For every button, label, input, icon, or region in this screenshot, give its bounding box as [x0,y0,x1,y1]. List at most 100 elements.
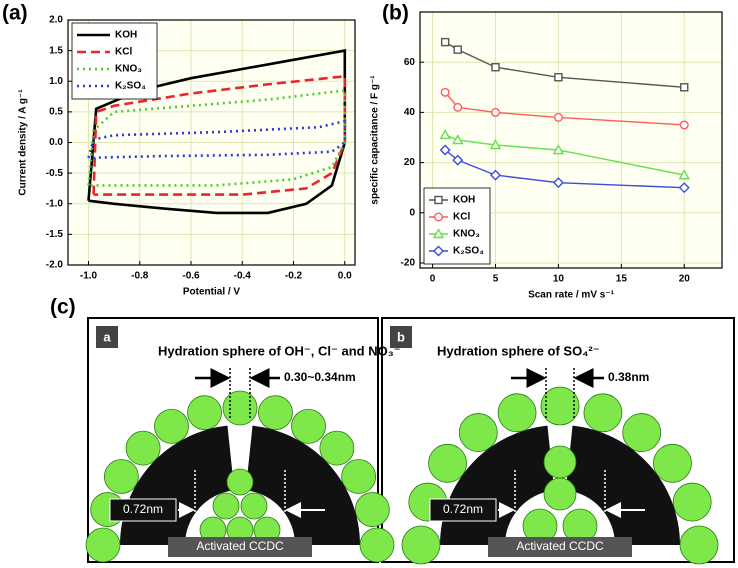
series-line [92,74,347,196]
legend-marker [433,245,444,257]
x-tick-label: -0.6 [182,271,200,282]
y-tick-label: 0 [409,207,415,218]
pore-size: 0.72nm [123,502,163,516]
legend-label: KCl [453,212,470,223]
hydration-sphere [319,430,355,466]
y-tick-label: 2.0 [49,15,63,26]
y-tick-label: -2.0 [46,260,64,271]
hydration-sphere [672,482,712,522]
marker [491,107,501,117]
pore-label-box [429,498,497,522]
marker [440,37,450,47]
x-tick-label: -1.0 [80,271,98,282]
diagram-title: Hydration sphere of SO₄²⁻ [437,343,600,358]
marker [491,63,500,72]
hydration-sphere [679,525,719,565]
legend-label: KOH [115,30,137,41]
plot-frame [419,11,723,269]
pore-label-box [109,498,177,522]
marker [439,129,451,140]
hydration-sphere [154,408,189,444]
legend-label: K₂SO₄ [115,81,146,92]
hydration-sphere [103,459,139,494]
hydration-sphere [258,395,293,431]
marker [490,169,501,181]
marker [553,112,563,122]
hydration-sphere [212,492,240,520]
marker [680,83,689,92]
hydration-sphere [240,492,268,520]
hydration-sphere [226,468,254,496]
series-line [87,119,347,160]
hydration-sphere [543,445,577,479]
x-tick-label: 20 [679,274,691,285]
gap-size: 0.30~0.34nm [284,370,356,384]
y-tick-label: 60 [404,57,416,68]
marker [452,154,464,166]
hydration-sphere [341,459,377,494]
carbon-wall [565,425,680,545]
marker [440,87,450,97]
hydration-sphere [222,390,258,426]
hydration-sphere [540,386,580,426]
panel-label: (b) [382,2,409,25]
legend-label: KOH [453,195,475,206]
hydration-sphere [622,413,662,452]
hydration-sphere [359,527,395,563]
x-tick-label: 10 [553,274,565,285]
y-tick-label: 1.5 [49,45,63,56]
legend-marker [434,195,443,205]
panel-tag: b [397,329,405,344]
panel-tag-box [96,326,118,348]
x-tick-label: 5 [493,274,499,285]
x-tick-label: 0 [430,274,436,285]
material-label-box [168,537,312,557]
marker [554,73,563,82]
hydration-sphere [543,477,577,511]
y-tick-label: -1.0 [46,198,64,209]
y-tick-label: -0.5 [46,168,64,179]
panel-tag: a [103,329,111,344]
marker [678,182,690,194]
marker [678,169,690,180]
legend-marker [432,228,445,239]
hydration-sphere [583,393,623,433]
marker [453,45,462,54]
marker [452,134,464,145]
y-tick-label: 1.0 [49,76,63,87]
material-label: Activated CCDC [196,539,284,553]
hydration-sphere [497,393,537,433]
gap-size: 0.38nm [608,370,649,384]
hydration-sphere [401,525,441,565]
legend-marker [434,212,444,222]
marker [552,144,565,155]
material-label-box [488,537,632,557]
hydration-sphere [458,413,498,452]
marker [552,177,564,189]
carbon-wall [245,425,360,545]
hydration-sphere [428,443,467,483]
legend-label: KNO₃ [453,229,480,240]
plot-frame [67,19,356,266]
hydration-sphere [653,443,692,483]
hydration-sphere [187,395,222,431]
hydration-sphere [125,430,161,466]
legend-label: K₂SO₄ [453,246,484,257]
x-axis-label: Potential / V [183,287,241,298]
hydration-sphere [291,408,326,444]
panel-tag-box [390,326,412,348]
panel-label: (c) [50,296,76,319]
pore-size: 0.72nm [443,502,483,516]
legend-label: KNO₃ [115,64,142,75]
legend-label: KCl [115,47,132,58]
y-tick-label: -1.5 [46,229,64,240]
y-axis-label: specific capacitance / F g⁻¹ [370,75,381,205]
marker [453,102,463,112]
x-tick-label: -0.8 [131,271,149,282]
y-tick-label: -20 [401,258,416,269]
marker [679,120,689,130]
x-tick-label: 0.0 [338,271,352,282]
marker [439,144,451,156]
x-tick-label: -0.4 [234,271,252,282]
